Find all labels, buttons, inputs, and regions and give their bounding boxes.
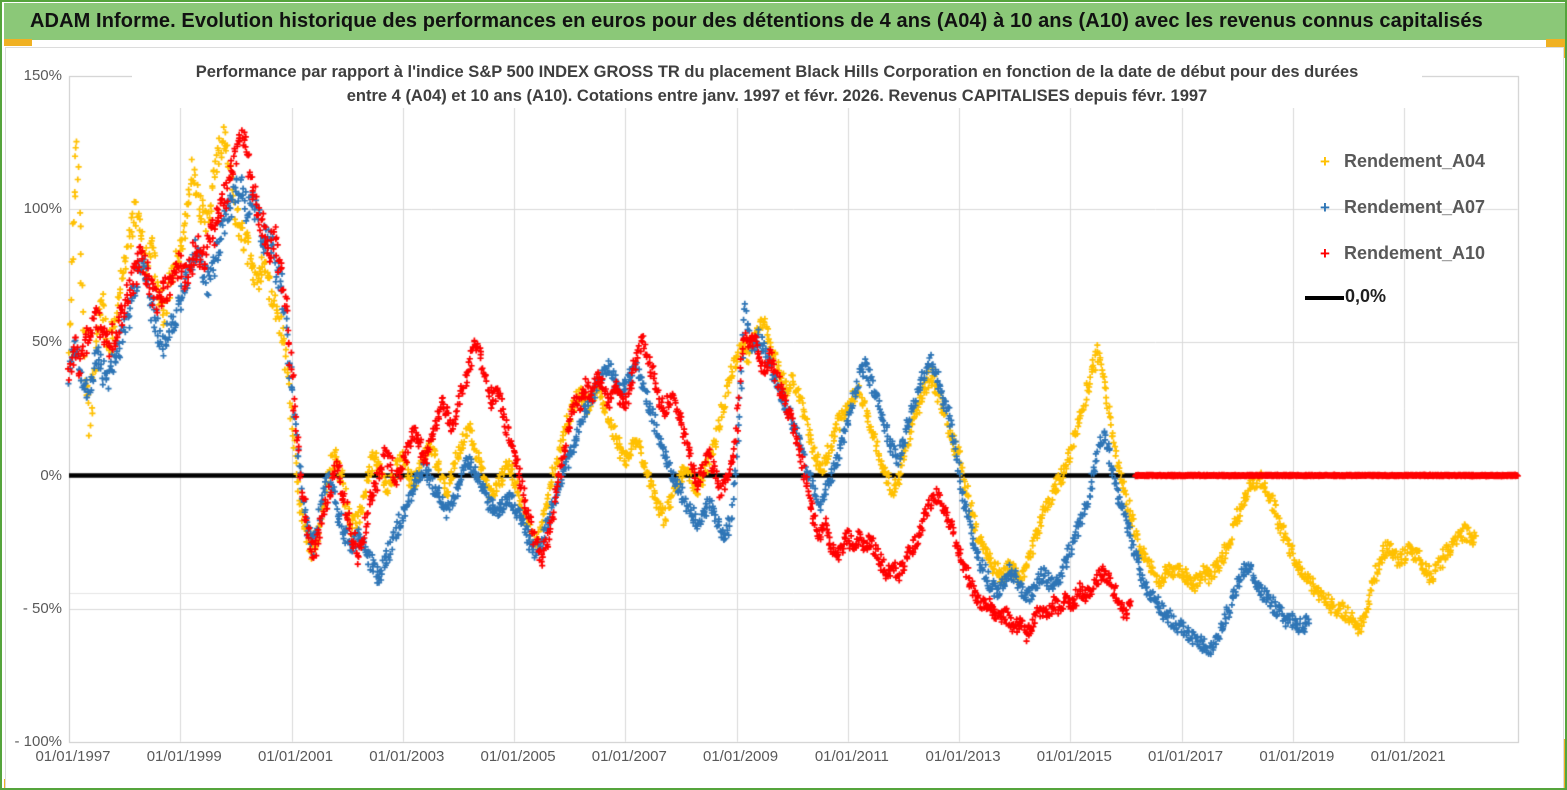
y-tick-label: 100% — [23, 200, 62, 218]
legend-item-rendement-a10[interactable]: + Rendement_A10 — [1312, 243, 1485, 264]
y-tick-label: - 50% — [22, 599, 62, 617]
x-tick-label: 01/01/2005 — [480, 748, 556, 765]
x-tick-label: 01/01/2013 — [925, 748, 1001, 765]
y-tick-label: 50% — [31, 333, 62, 351]
legend-label-zero[interactable]: 0,0% — [1345, 286, 1387, 306]
x-tick-label: 01/01/1999 — [146, 748, 222, 765]
zero-line-swatch — [1305, 296, 1344, 300]
legend-label-a07: Rendement_A07 — [1344, 197, 1486, 217]
plus-marker-icon-a04: + — [1320, 152, 1330, 171]
x-tick-label: 01/01/2019 — [1259, 748, 1335, 765]
x-tick-label: 01/01/2007 — [591, 748, 667, 765]
x-tick-label: 01/01/1997 — [35, 748, 111, 765]
plus-marker-icon-a10: + — [1320, 244, 1330, 263]
y-tick-label: 150% — [23, 67, 62, 85]
x-tick-label: 01/01/2021 — [1370, 748, 1446, 765]
legend-item-rendement-a07[interactable]: + Rendement_A07 — [1312, 197, 1485, 218]
legend-label-a04: Rendement_A04 — [1344, 151, 1486, 171]
y-tick-label: - 100% — [14, 732, 62, 750]
x-tick-label: 01/01/2009 — [703, 748, 779, 765]
x-tick-label: 01/01/2017 — [1148, 748, 1224, 765]
chart-title: Performance par rapport à l'indice S&P 5… — [132, 60, 1422, 108]
chart-title-line1: Performance par rapport à l'indice S&P 5… — [195, 63, 1359, 81]
x-tick-label: 01/01/2003 — [369, 748, 445, 765]
legend-item-rendement-a04[interactable]: + Rendement_A04 — [1312, 151, 1485, 172]
x-tick-label: 01/01/2015 — [1036, 748, 1112, 765]
x-tick-label: 01/01/2001 — [257, 748, 334, 765]
y-tick-label: 0% — [40, 466, 62, 484]
legend-label-a10: Rendement_A10 — [1344, 243, 1486, 263]
plus-marker-icon-a07: + — [1320, 198, 1330, 217]
chart-title-line2: entre 4 (A04) et 10 ans (A10). Cotations… — [346, 87, 1208, 105]
x-tick-label: 01/01/2011 — [814, 748, 889, 765]
